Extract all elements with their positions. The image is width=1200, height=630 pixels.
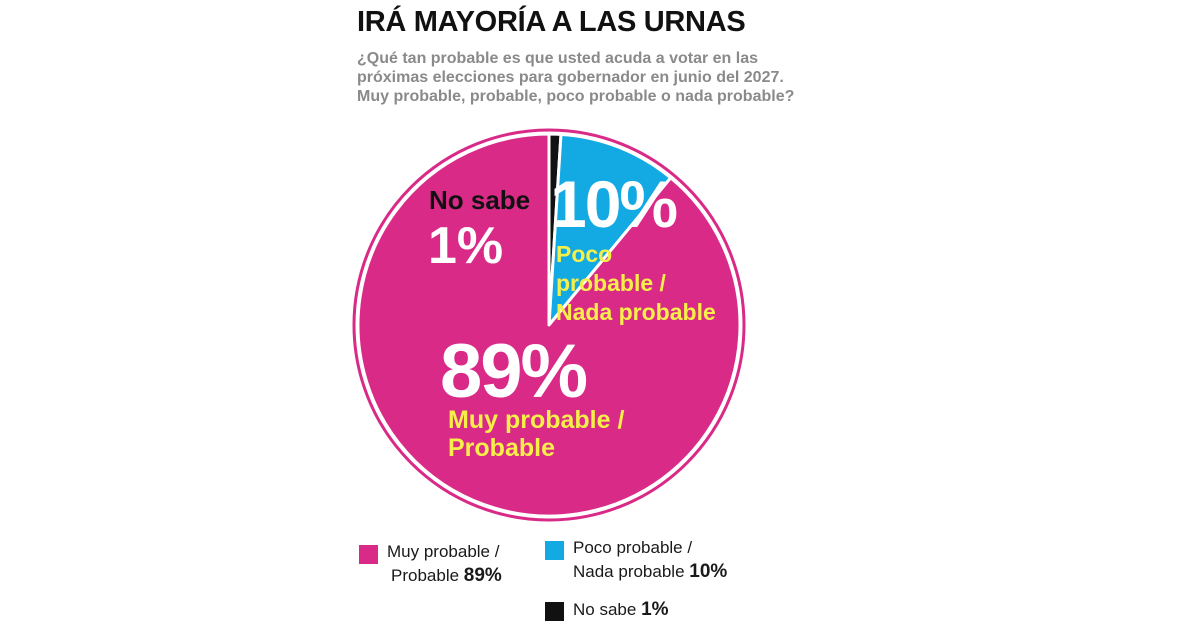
legend-label-poco-line2: Nada probable [573,562,685,581]
legend-label-no-sabe: No sabe [573,600,637,619]
pie-slice-muy-probable [356,132,742,518]
legend-label-muy-line1: Muy probable / [387,542,500,561]
label-no-sabe: No sabe [429,185,530,215]
label-muy-probable-line-1: Muy probable / [448,406,624,434]
legend-item-muy-probable: Muy probable / Probable 89% [359,541,529,591]
pie-outline [352,128,746,522]
pct-no-sabe: 1% [428,217,503,275]
chart-title: IRÁ MAYORÍA A LAS URNAS [357,6,746,38]
legend-label-muy-line2: Probable [391,566,460,585]
label-muy-probable-line-2: Probable [448,434,555,462]
chart-subtitle: ¿Qué tan probable es que usted acuda a v… [357,50,795,105]
legend-pct-poco: 10% [689,561,728,582]
legend-label-poco-line1: Poco probable / [573,538,693,557]
pct-muy-probable: 89% [440,329,587,414]
legend-pct-no-sabe: 1% [641,599,669,620]
label-poco-probable-line-3: Nada probable [556,299,716,325]
legend-swatch-poco-probable [545,541,564,560]
legend-swatch-no-sabe [545,602,564,621]
legend-item-no-sabe: No sabe 1% [545,599,705,625]
legend-pct-muy: 89% [463,565,502,586]
pie-slice-poco-probable [547,132,673,327]
label-poco-probable-line-2: probable / [556,270,667,296]
pct-poco-probable: 10% [550,167,676,241]
legend-swatch-muy-probable [359,545,378,564]
legend-item-poco-probable: Poco probable / Nada probable 10% [545,537,745,587]
label-poco-probable-line-1: Poco [556,241,612,267]
